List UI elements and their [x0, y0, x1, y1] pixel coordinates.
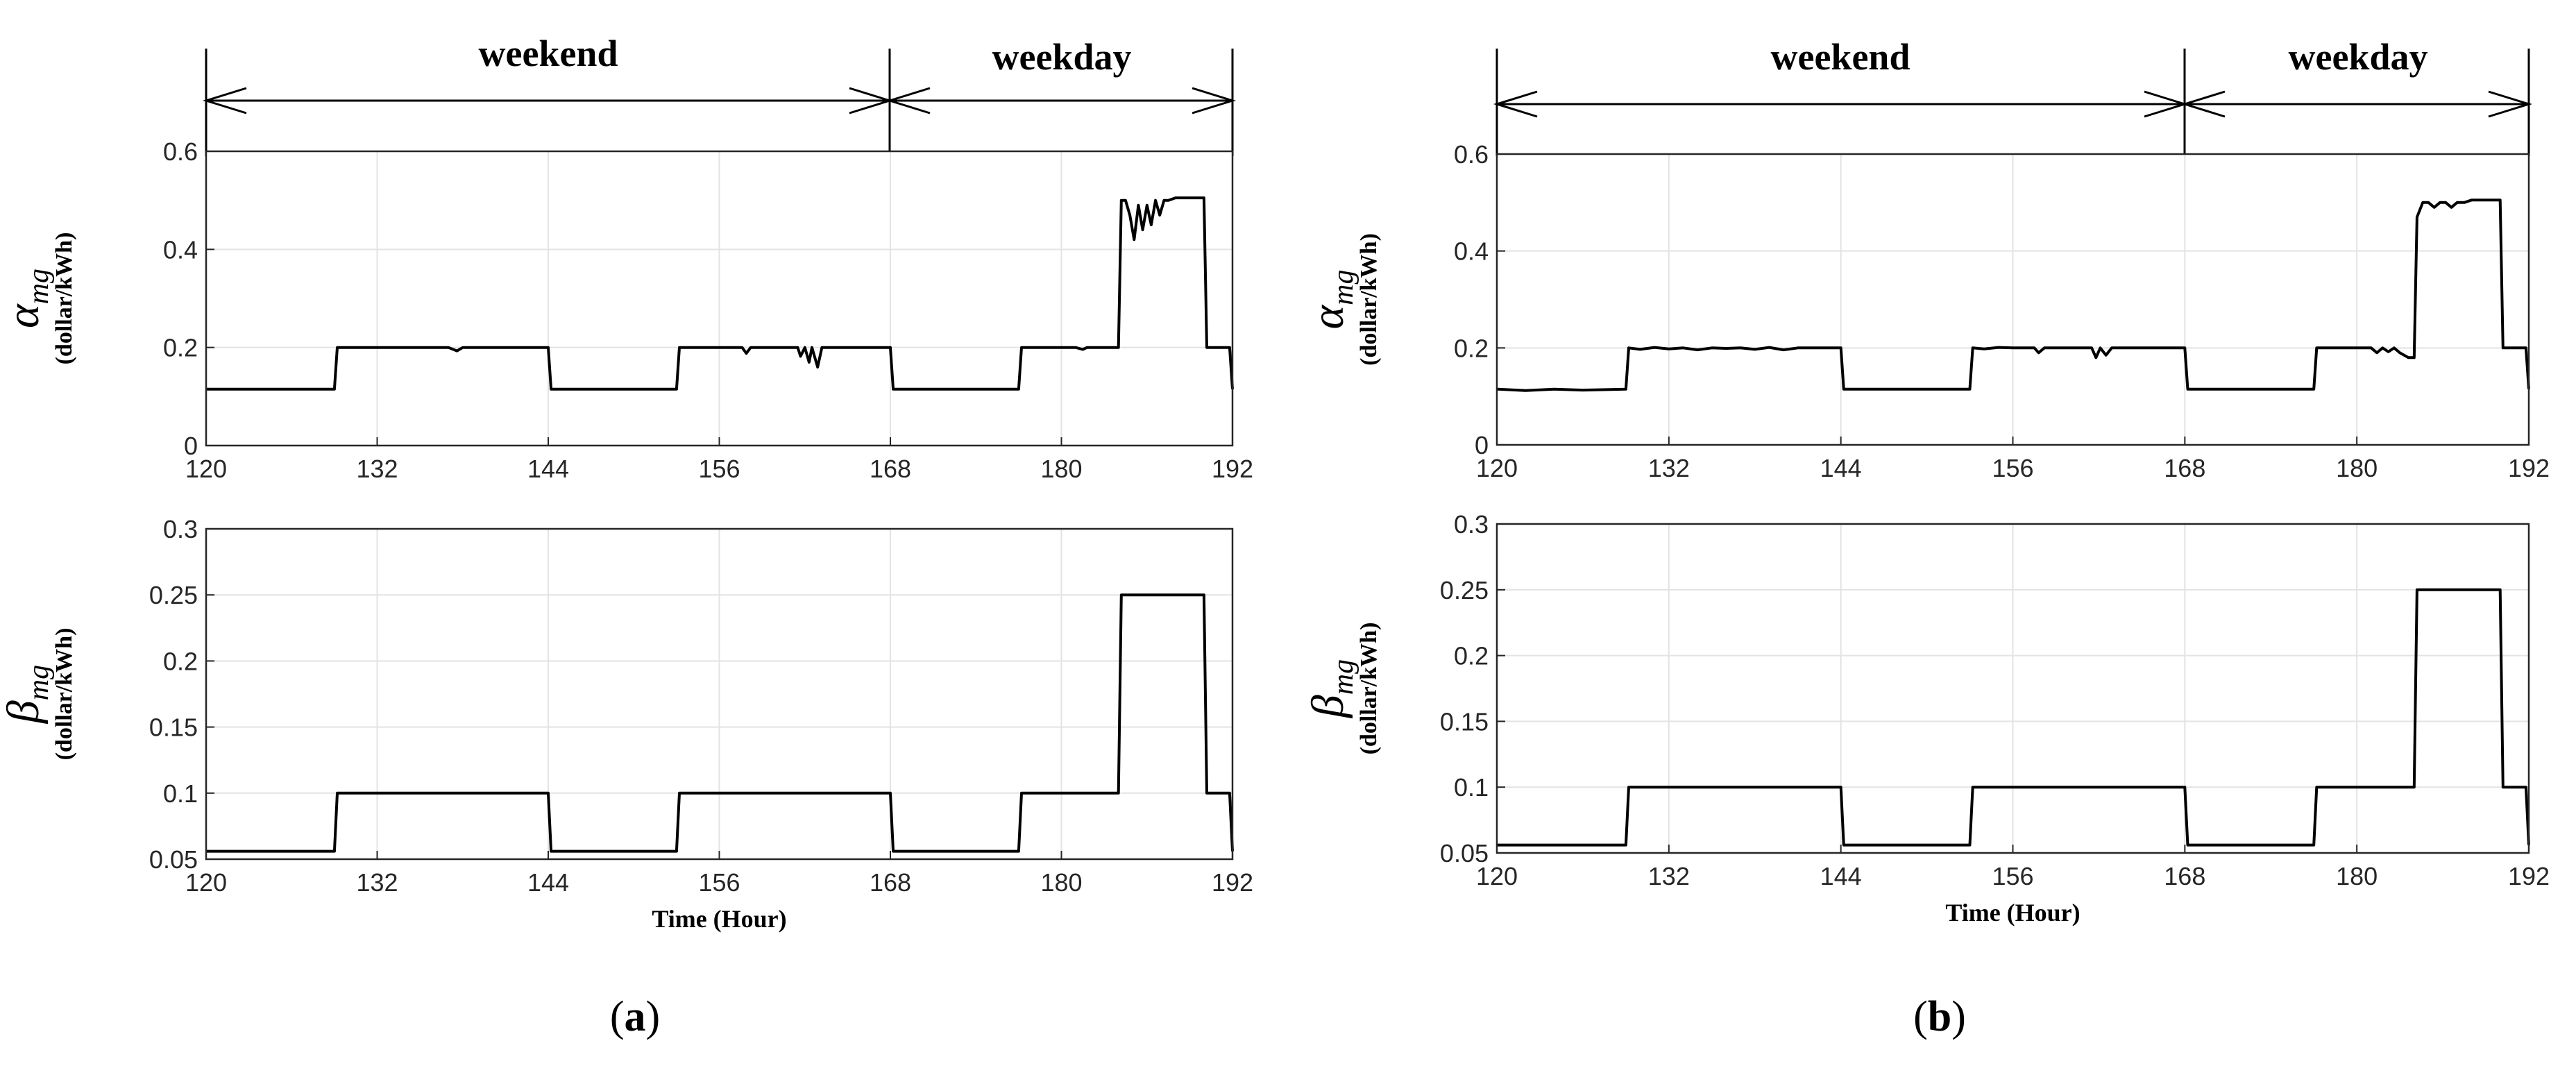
series-line-alpha_mg	[206, 196, 1234, 391]
x-tick-label: 168	[2164, 862, 2205, 890]
x-tick-label: 132	[1648, 862, 1690, 890]
y-axis-label: βmg(dollar/kWh)	[1303, 623, 1382, 755]
x-tick-label: 132	[356, 455, 398, 483]
x-tick-label: 132	[356, 868, 398, 897]
y-tick-label: 0.2	[163, 334, 198, 362]
x-tick-label: 144	[527, 868, 569, 897]
x-tick-label: 168	[2164, 454, 2205, 482]
y-tick-label: 0.6	[163, 137, 198, 166]
x-tick-label: 192	[2508, 862, 2550, 890]
y-axis-symbol: βmg	[1303, 659, 1359, 719]
panel-b-period-annotation: weekend weekday	[1493, 36, 2533, 156]
y-axis-unit: (dollar/kWh)	[1356, 623, 1382, 755]
y-axis-unit: (dollar/kWh)	[1356, 233, 1382, 366]
axes-box	[205, 527, 1234, 861]
x-tick-label: 180	[1040, 868, 1082, 897]
weekday-label: weekday	[2289, 36, 2428, 78]
x-tick-label: 156	[1992, 862, 2033, 890]
y-axis-symbol: βmg	[0, 665, 55, 725]
panel-b-label: (b)	[1913, 993, 1966, 1040]
y-tick-label: 0.05	[1440, 839, 1489, 868]
x-axis-label: Time (Hour)	[652, 905, 786, 933]
y-tick-label: 0.4	[1454, 237, 1489, 266]
y-tick-label: 0.4	[163, 235, 198, 264]
axes-box	[205, 150, 1234, 447]
panel-b: weekend weekday 120 132 144 156 168 180 192 0 0.…	[1303, 36, 2550, 1040]
x-tick-label: 192	[2508, 454, 2550, 482]
y-tick-label: 0.25	[1440, 576, 1489, 604]
x-tick-label: 132	[1648, 454, 1690, 482]
y-tick-label: 0.25	[149, 581, 198, 609]
y-axis-symbol: αmg	[0, 269, 55, 328]
y-tick-label: 0.1	[163, 779, 198, 808]
alpha-plot-a: 120 132 144 156 168 180 192 0 0.2 0.4 0.6 αmg(dolla…	[0, 137, 1253, 483]
y-tick-label: 0.1	[1454, 773, 1489, 802]
y-axis-label: αmg(dollar/kWh)	[1303, 233, 1382, 366]
x-tick-label: 156	[698, 868, 740, 897]
panel-a-label: (a)	[610, 993, 660, 1040]
x-tick-label: 180	[2336, 454, 2378, 482]
x-tick-label: 120	[185, 868, 227, 897]
x-tick-label: 156	[698, 455, 740, 483]
y-tick-label: 0	[1475, 431, 1489, 459]
series-line-alpha_mg	[1496, 198, 2530, 392]
x-tick-label: 120	[1476, 454, 1518, 482]
x-tick-label: 192	[1212, 455, 1253, 483]
x-axis-label: Time (Hour)	[1945, 899, 2080, 927]
y-tick-label: 0.2	[1454, 642, 1489, 670]
panel-a: weekend weekday 120 132 144 156 168 180 192 0 0.…	[0, 33, 1253, 1040]
x-tick-label: 168	[870, 455, 911, 483]
y-tick-label: 0.6	[1454, 140, 1489, 169]
axes-box	[1495, 523, 2530, 854]
y-axis-label: αmg(dollar/kWh)	[0, 232, 77, 365]
y-tick-label: 0.3	[1454, 510, 1489, 539]
alpha-plot-b: 120 132 144 156 168 180 192 0 0.2 0.4 0.6 αmg(dolla…	[1303, 140, 2550, 482]
y-axis-symbol: αmg	[1303, 270, 1359, 330]
y-axis-unit: (dollar/kWh)	[51, 628, 77, 761]
axes-box	[1495, 153, 2530, 446]
x-tick-label: 144	[1820, 862, 1862, 890]
y-tick-label: 0.2	[1454, 334, 1489, 362]
y-tick-label: 0.3	[163, 515, 198, 543]
x-tick-label: 192	[1212, 868, 1253, 897]
y-axis-label: βmg(dollar/kWh)	[0, 628, 77, 761]
beta-plot-b: 120 132 144 156 168 180 192 0.05 0.1 0.15 0.2 0.25 0…	[1303, 510, 2550, 927]
weekend-label: weekend	[479, 33, 618, 74]
y-axis-unit: (dollar/kWh)	[51, 232, 77, 365]
panel-a-period-annotation: weekend weekday	[202, 33, 1237, 156]
x-tick-label: 180	[1040, 455, 1082, 483]
x-tick-label: 120	[1476, 862, 1518, 890]
weekend-label: weekend	[1771, 36, 1910, 78]
x-tick-label: 168	[870, 868, 911, 897]
series-line-beta_mg	[206, 593, 1234, 853]
y-tick-label: 0.2	[163, 647, 198, 675]
y-tick-label: 0.05	[149, 845, 198, 874]
y-tick-label: 0.15	[149, 713, 198, 742]
x-tick-label: 180	[2336, 862, 2378, 890]
beta-plot-a: 120 132 144 156 168 180 192 0.05 0.1 0.15 0.2 0.25 0…	[0, 515, 1253, 933]
y-tick-label: 0	[184, 432, 198, 460]
weekday-label: weekday	[992, 36, 1132, 78]
x-tick-label: 156	[1992, 454, 2033, 482]
x-tick-label: 144	[527, 455, 569, 483]
series-line-beta_mg	[1497, 588, 2530, 847]
x-tick-label: 144	[1820, 454, 1862, 482]
x-tick-label: 120	[185, 455, 227, 483]
y-tick-label: 0.15	[1440, 707, 1489, 736]
